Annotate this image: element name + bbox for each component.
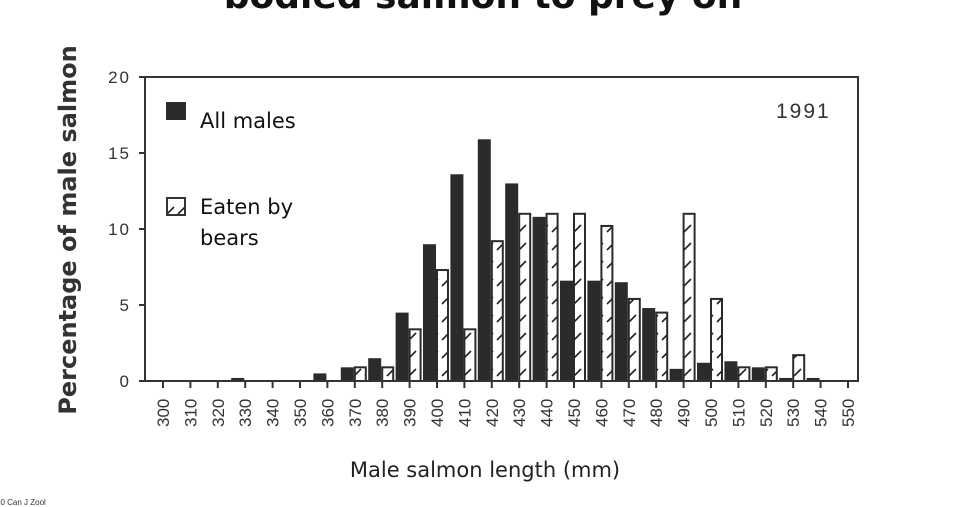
x-tick-label-370: 370 bbox=[346, 399, 365, 427]
x-tick-label-320: 320 bbox=[209, 399, 228, 427]
bar-eaten-450 bbox=[573, 212, 586, 382]
y-tick-label-10: 10 bbox=[108, 220, 131, 239]
bar-all-males-450 bbox=[560, 280, 573, 381]
bar-eaten-410 bbox=[463, 328, 477, 383]
x-tick-label-340: 340 bbox=[264, 399, 283, 427]
x-tick-label-350: 350 bbox=[291, 399, 310, 427]
x-axis-label: Male salmon length (mm) bbox=[349, 458, 621, 482]
x-tick-label-390: 390 bbox=[401, 399, 420, 427]
x-tick-label-410: 410 bbox=[455, 399, 474, 427]
bar-all-males-370 bbox=[340, 367, 354, 381]
legend-swatch-all-males bbox=[166, 102, 186, 120]
bar-all-males-440 bbox=[532, 216, 546, 381]
y-tick-label-0: 0 bbox=[120, 372, 131, 391]
bar-all-males-490 bbox=[669, 368, 683, 381]
x-tick-label-440: 440 bbox=[538, 399, 557, 427]
x-tick-label-470: 470 bbox=[620, 399, 639, 427]
x-tick-label-400: 400 bbox=[428, 399, 447, 427]
legend-label-eaten-1: Eaten by bbox=[200, 195, 293, 219]
bar-all-males-420 bbox=[477, 139, 491, 381]
bar-eaten-530 bbox=[792, 354, 806, 383]
bar-all-males-390 bbox=[395, 312, 409, 381]
x-tick-label-360: 360 bbox=[318, 399, 337, 427]
bar-eaten-500 bbox=[710, 297, 723, 383]
bar-eaten-370 bbox=[353, 366, 367, 383]
legend-swatch-eaten bbox=[166, 197, 186, 216]
x-tick-label-490: 490 bbox=[675, 399, 694, 427]
bar-all-males-540 bbox=[806, 377, 820, 381]
bar-eaten-440 bbox=[545, 212, 559, 382]
x-tick-label-520: 520 bbox=[757, 399, 776, 427]
legend-label-eaten-2: bears bbox=[200, 226, 259, 250]
y-tick-label-15: 15 bbox=[108, 144, 131, 163]
legend: All males Eaten by bears bbox=[166, 102, 296, 250]
x-tick-label-500: 500 bbox=[702, 399, 721, 427]
x-tick-label-310: 310 bbox=[181, 399, 200, 427]
legend-label-all-males: All males bbox=[200, 109, 296, 133]
bar-all-males-400 bbox=[423, 244, 436, 381]
bar-all-males-380 bbox=[368, 358, 382, 381]
bar-eaten-470 bbox=[627, 297, 641, 383]
bar-eaten-520 bbox=[764, 366, 778, 383]
x-tick-label-300: 300 bbox=[154, 399, 173, 427]
x-tick-label-460: 460 bbox=[592, 399, 611, 427]
bar-all-males-480 bbox=[642, 308, 656, 381]
bar-all-males-330 bbox=[231, 377, 245, 381]
bar-all-males-360 bbox=[313, 373, 327, 381]
x-tick-label-550: 550 bbox=[839, 399, 858, 427]
x-tick-label-380: 380 bbox=[373, 399, 392, 427]
bar-eaten-510 bbox=[737, 366, 751, 383]
x-tick-label-330: 330 bbox=[236, 399, 255, 427]
bar-all-males-430 bbox=[505, 183, 519, 381]
bar-all-males-470 bbox=[614, 282, 628, 381]
x-tick-label-540: 540 bbox=[812, 399, 831, 427]
bar-eaten-430 bbox=[518, 212, 532, 382]
bar-eaten-420 bbox=[490, 240, 504, 382]
bar-all-males-530 bbox=[779, 377, 793, 381]
bar-eaten-390 bbox=[408, 328, 422, 383]
bar-all-males-510 bbox=[724, 361, 738, 381]
y-tick-label-5: 5 bbox=[120, 296, 131, 315]
source-footnote: 00 Can J Zool bbox=[0, 498, 46, 507]
bar-all-males-520 bbox=[751, 367, 765, 381]
bar-eaten-480 bbox=[655, 311, 669, 383]
chart-title: bodied salmon to prey on bbox=[0, 0, 966, 17]
x-tick-label-420: 420 bbox=[483, 399, 502, 427]
x-tick-label-450: 450 bbox=[565, 399, 584, 427]
bar-eaten-460 bbox=[600, 224, 614, 382]
x-tick-label-510: 510 bbox=[729, 399, 748, 427]
year-annotation: 1991 bbox=[776, 100, 831, 123]
y-tick-label-20: 20 bbox=[108, 68, 131, 87]
bar-all-males-460 bbox=[587, 280, 601, 381]
bar-all-males-410 bbox=[450, 174, 464, 381]
x-tick-label-430: 430 bbox=[510, 399, 529, 427]
bar-eaten-380 bbox=[381, 366, 395, 383]
bar-eaten-400 bbox=[436, 269, 449, 383]
bar-eaten-490 bbox=[682, 212, 696, 382]
x-tick-label-480: 480 bbox=[647, 399, 666, 427]
x-tick-label-530: 530 bbox=[784, 399, 803, 427]
bar-all-males-500 bbox=[697, 362, 710, 381]
